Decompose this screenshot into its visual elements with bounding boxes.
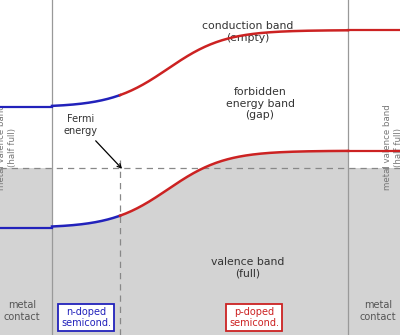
FancyBboxPatch shape bbox=[0, 168, 52, 335]
Text: metal
contact: metal contact bbox=[360, 300, 396, 322]
Text: p-doped
semicond.: p-doped semicond. bbox=[229, 307, 279, 328]
Text: metal
contact: metal contact bbox=[4, 300, 40, 322]
Text: forbidden
energy band
(gap): forbidden energy band (gap) bbox=[226, 87, 294, 121]
Text: metal valence band
(half full): metal valence band (half full) bbox=[383, 105, 400, 190]
Text: n-doped
semicond.: n-doped semicond. bbox=[61, 307, 111, 328]
Text: conduction band
(empty): conduction band (empty) bbox=[202, 21, 294, 43]
Polygon shape bbox=[52, 151, 348, 335]
Text: valence band
(full): valence band (full) bbox=[211, 257, 285, 279]
Text: metal valence band
(half full): metal valence band (half full) bbox=[0, 105, 17, 190]
Text: Fermi
energy: Fermi energy bbox=[64, 114, 121, 168]
FancyBboxPatch shape bbox=[348, 168, 400, 335]
